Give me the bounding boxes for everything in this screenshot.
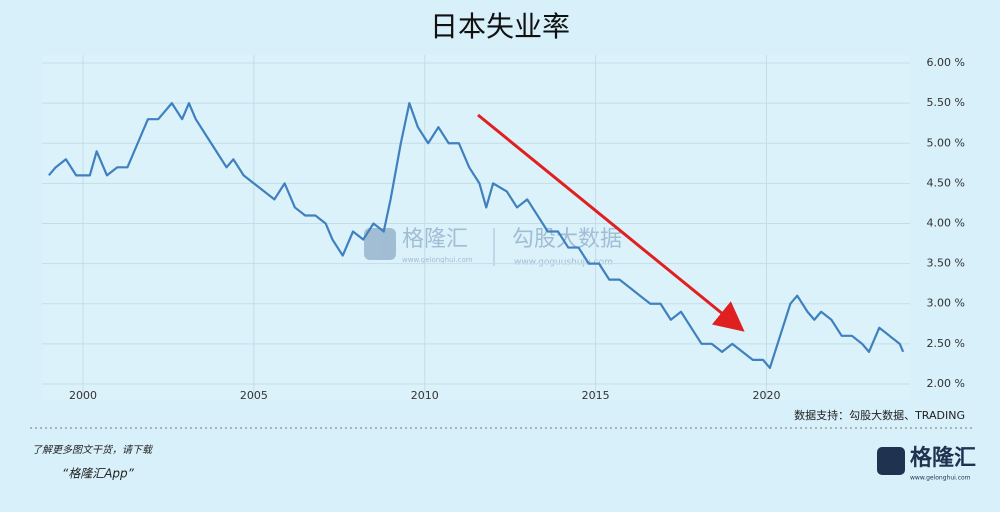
x-tick-label: 2015 xyxy=(582,389,610,402)
y-tick-label: 3.00 % xyxy=(927,297,965,310)
x-tick-label: 2005 xyxy=(240,389,268,402)
footer-line1: 了解更多图文干货，请下载 xyxy=(32,444,154,456)
x-tick-label: 2020 xyxy=(752,389,780,402)
y-tick-label: 2.50 % xyxy=(927,337,965,350)
watermark: 格隆汇 www.gelonghui.com 勾股大数据 www.goguushu… xyxy=(364,227,622,268)
footer-line2: “格隆汇App” xyxy=(62,467,135,481)
plot-area xyxy=(42,55,910,400)
watermark-url: www.goguushuju.com xyxy=(514,258,613,268)
y-tick-label: 3.50 % xyxy=(927,257,965,270)
y-tick-label: 6.00 % xyxy=(927,56,965,69)
watermark-data: 勾股大数据 xyxy=(512,227,622,252)
y-tick-label: 5.00 % xyxy=(927,136,965,149)
y-tick-label: 4.50 % xyxy=(927,176,965,189)
y-tick-label: 4.00 % xyxy=(927,216,965,229)
footer-logo: 格隆汇 xyxy=(910,445,976,471)
x-tick-label: 2000 xyxy=(69,389,97,402)
x-tick-label: 2010 xyxy=(411,389,439,402)
watermark-logo xyxy=(364,228,396,260)
watermark-url: www.gelonghui.com xyxy=(402,256,473,264)
footer-logo-icon xyxy=(877,447,905,475)
trend-arrow xyxy=(477,113,745,332)
watermark-brand: 格隆汇 xyxy=(402,227,468,252)
chart-title: 日本失业率 xyxy=(430,10,570,43)
y-tick-label: 2.00 % xyxy=(927,377,965,390)
data-line xyxy=(47,102,905,370)
y-tick-label: 5.50 % xyxy=(927,96,965,109)
footer-logo-url: www.gelonghui.com xyxy=(910,475,971,482)
source: 数据支持：勾股大数据、TRADING xyxy=(794,408,965,422)
